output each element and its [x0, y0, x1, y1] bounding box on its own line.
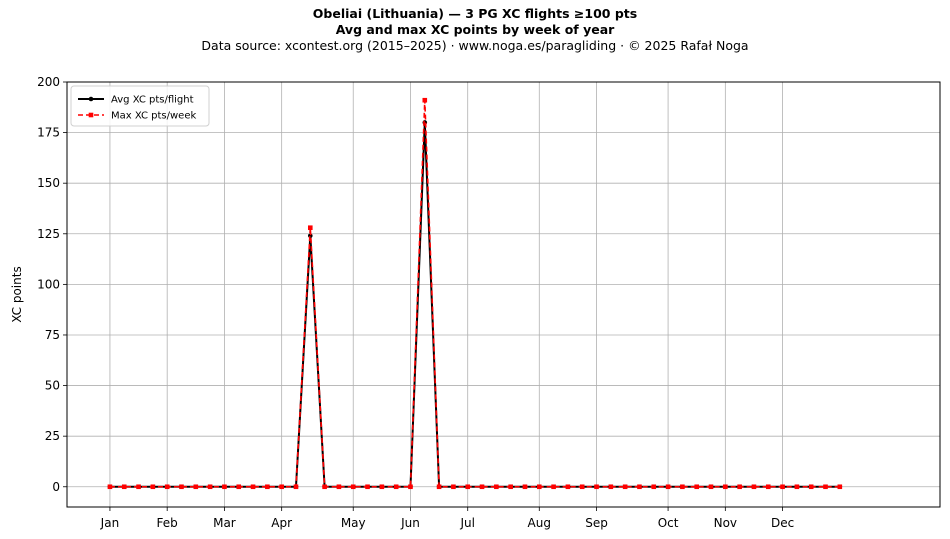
x-tick-label: Jun [400, 516, 420, 530]
max-series-point [350, 484, 356, 490]
max-series-point [265, 484, 270, 490]
max-series-point [794, 484, 800, 490]
plot-frame [66, 81, 941, 508]
max-series-point [279, 484, 284, 490]
y-tick-label: 200 [37, 75, 60, 89]
max-series-point [207, 484, 213, 490]
max-series-point [780, 484, 785, 490]
x-tick-label: Aug [528, 516, 551, 530]
y-tick-label: 50 [45, 379, 60, 393]
x-tick-label: Sep [585, 516, 608, 530]
x-tick-label: Apr [271, 516, 292, 530]
max-series-point [565, 484, 571, 490]
max-series-point [465, 484, 471, 490]
y-tick-label: 150 [37, 176, 60, 190]
max-series-point [136, 484, 141, 490]
y-tick-label: 100 [37, 277, 60, 291]
max-series-point [451, 484, 456, 490]
tick-layer: 0 25 50 75 100 125 150 175 200 Jan Feb Mar Apr May Jun… [37, 75, 794, 530]
max-series-point [164, 484, 170, 490]
max-series-point [393, 484, 399, 490]
y-tick-label: 0 [52, 480, 60, 494]
x-tick-label: Nov [714, 516, 737, 530]
max-series-point [293, 484, 299, 490]
max-series-point [479, 484, 485, 490]
max-series-point [408, 484, 413, 490]
y-tick-label: 125 [37, 227, 60, 241]
max-series-point [365, 484, 370, 490]
legend: Avg XC pts/flight Max XC pts/week [70, 85, 210, 127]
y-tick-label: 75 [45, 328, 60, 342]
series-layer [107, 97, 843, 490]
max-series-point [808, 484, 814, 490]
avg-series-line [109, 122, 840, 488]
legend-entry: Avg XC pts/flight [111, 95, 194, 106]
max-series-point [236, 484, 242, 490]
max-series-point [737, 484, 742, 490]
x-tick-label: May [341, 516, 366, 530]
max-series-line [109, 100, 840, 488]
y-tick-label: 25 [45, 429, 60, 443]
chart-subtitle: Avg and max XC points by week of year [335, 22, 615, 37]
max-series-point [608, 484, 614, 490]
max-series-point [422, 97, 428, 103]
max-series-point [708, 484, 714, 490]
max-series-point [307, 225, 313, 231]
max-series-point [723, 484, 728, 490]
x-tick-label: Jan [100, 516, 120, 530]
x-tick-label: Dec [771, 516, 794, 530]
max-series-point [594, 484, 599, 490]
max-series-point [536, 484, 542, 490]
max-series-point [665, 484, 671, 490]
max-series-point [336, 484, 342, 490]
max-series-point [680, 484, 685, 490]
max-series-point [551, 484, 556, 490]
x-tick-label: Oct [658, 516, 679, 530]
chart-title: Obeliai (Lithuania) — 3 PG XC flights ≥1… [312, 6, 638, 21]
grid-layer [67, 81, 940, 507]
max-series-point [494, 484, 499, 490]
max-series-point [222, 484, 227, 490]
max-series-point [637, 484, 642, 490]
max-series-point [107, 484, 113, 490]
max-series-point [823, 484, 828, 490]
max-series-point [579, 484, 585, 490]
max-series-point [508, 484, 513, 490]
max-series-point [250, 484, 256, 490]
max-series-point [622, 484, 628, 490]
max-series-point [150, 484, 156, 490]
max-series-point [765, 484, 771, 490]
max-series-point [436, 484, 442, 490]
max-series-point [322, 484, 327, 490]
max-series-point [379, 484, 385, 490]
y-tick-label: 175 [37, 126, 60, 140]
legend-entry: Max XC pts/week [111, 111, 196, 122]
x-tick-label: Mar [213, 516, 236, 530]
max-series-point [121, 484, 127, 490]
legend-marker [88, 112, 94, 118]
chart-titles: Obeliai (Lithuania) — 3 PG XC flights ≥1… [0, 6, 950, 54]
x-tick-label: Feb [157, 516, 178, 530]
max-series-point [193, 484, 199, 490]
max-series-point [694, 484, 700, 490]
y-axis-label: XC points [10, 266, 24, 322]
max-series-point [179, 484, 184, 490]
legend-box [70, 85, 210, 127]
max-series-point [651, 484, 657, 490]
chart-source-line: Data source: xcontest.org (2015–2025) · … [201, 38, 749, 53]
max-series-point [837, 484, 843, 490]
legend-marker [88, 96, 94, 102]
max-series-point [522, 484, 528, 490]
max-series-point [751, 484, 757, 490]
x-tick-label: Jul [459, 516, 474, 530]
